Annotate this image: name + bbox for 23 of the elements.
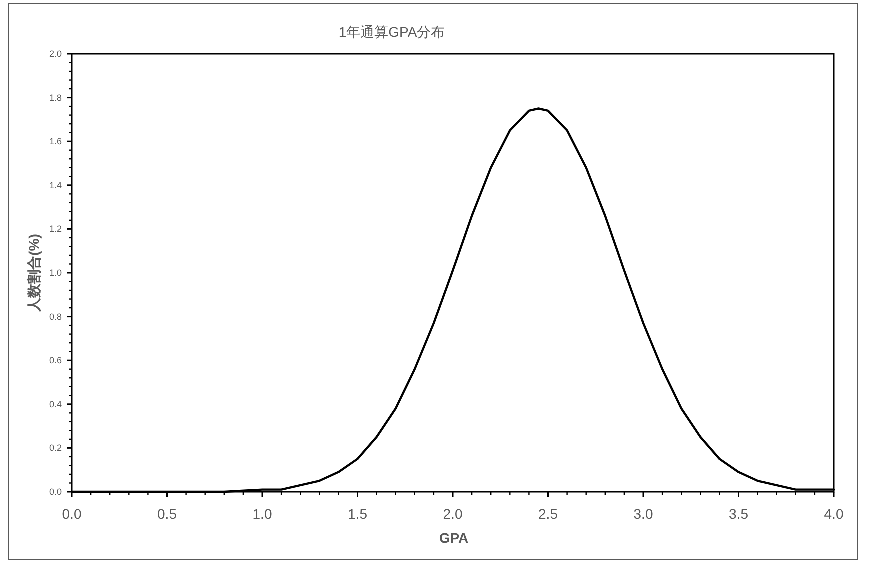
y-tick-label: 0.8	[49, 312, 62, 322]
x-tick-label: 2.0	[443, 506, 463, 522]
y-axis-title: 人数割合(%)	[26, 234, 42, 313]
y-tick-label: 1.4	[49, 180, 62, 190]
y-tick-label: 0.0	[49, 487, 62, 497]
y-tick-label: 0.4	[49, 399, 62, 410]
y-tick-label: 2.0	[49, 49, 62, 59]
y-tick-label: 1.6	[49, 136, 62, 147]
x-tick-label: 2.5	[538, 506, 558, 522]
x-tick-label: 4.0	[824, 506, 844, 522]
x-tick-label: 3.5	[729, 506, 749, 522]
chart-title: 1年通算GPA分布	[338, 24, 446, 40]
x-tick-label: 1.0	[252, 506, 272, 522]
y-tick-label: 1.2	[49, 224, 62, 234]
x-tick-label: 3.0	[634, 506, 654, 522]
x-tick-label: 1.5	[348, 506, 368, 522]
y-tick-label: 0.2	[49, 443, 62, 454]
x-axis-title: GPA	[439, 530, 469, 546]
y-tick-label: 0.6	[49, 356, 62, 366]
x-tick-label: 0.0	[62, 506, 82, 522]
x-tick-label: 0.5	[158, 506, 178, 522]
y-tick-label: 1.0	[49, 268, 62, 278]
y-tick-label: 1.8	[49, 92, 62, 103]
